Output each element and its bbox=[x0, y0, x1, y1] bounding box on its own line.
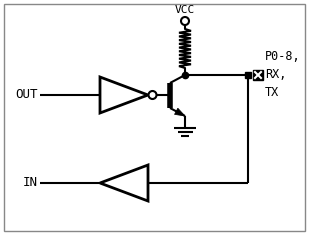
Text: VCC: VCC bbox=[175, 5, 195, 15]
Text: P0-8,
RX,
TX: P0-8, RX, TX bbox=[265, 51, 301, 99]
Text: OUT: OUT bbox=[15, 89, 38, 102]
Bar bbox=[253, 70, 263, 80]
Text: IN: IN bbox=[23, 176, 38, 189]
Polygon shape bbox=[175, 108, 185, 116]
